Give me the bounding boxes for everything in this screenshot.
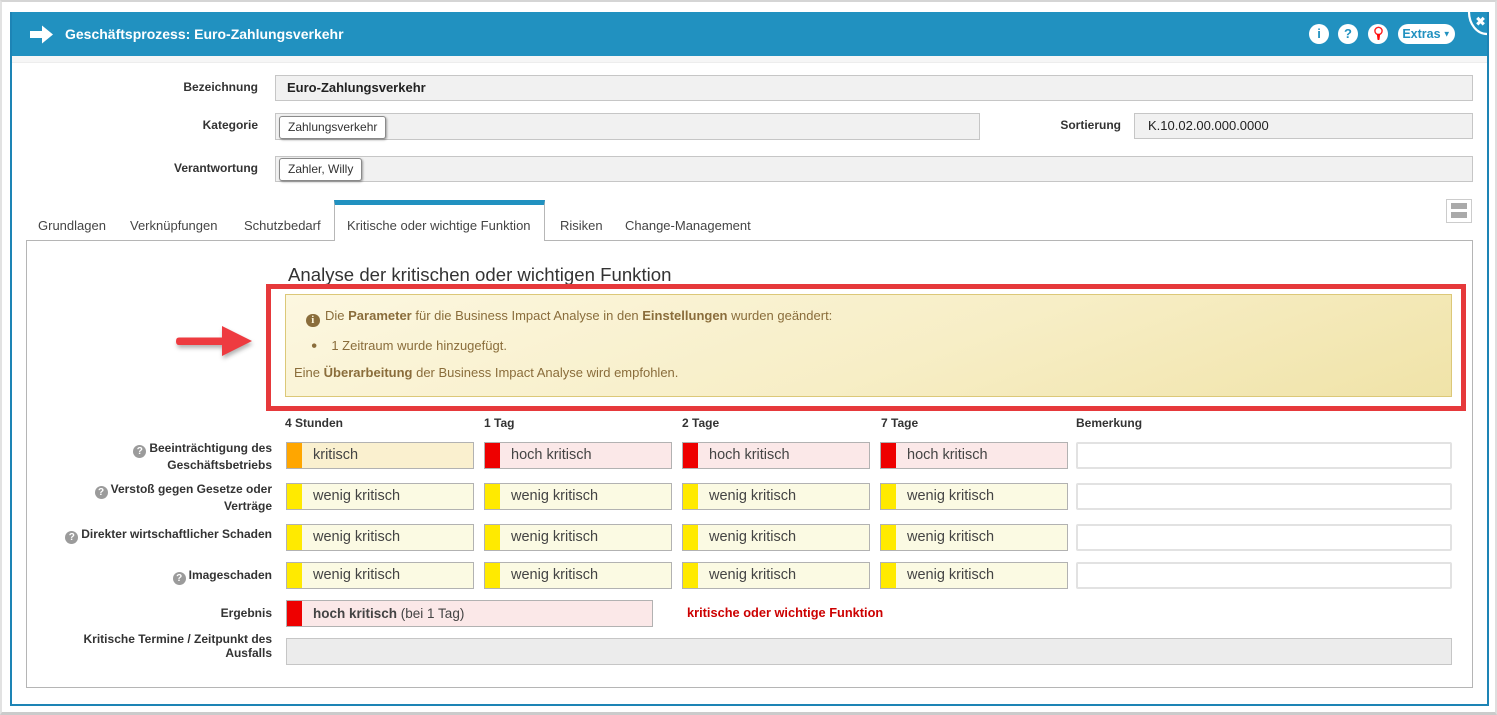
- svg-text:✖: ✖: [1475, 15, 1485, 29]
